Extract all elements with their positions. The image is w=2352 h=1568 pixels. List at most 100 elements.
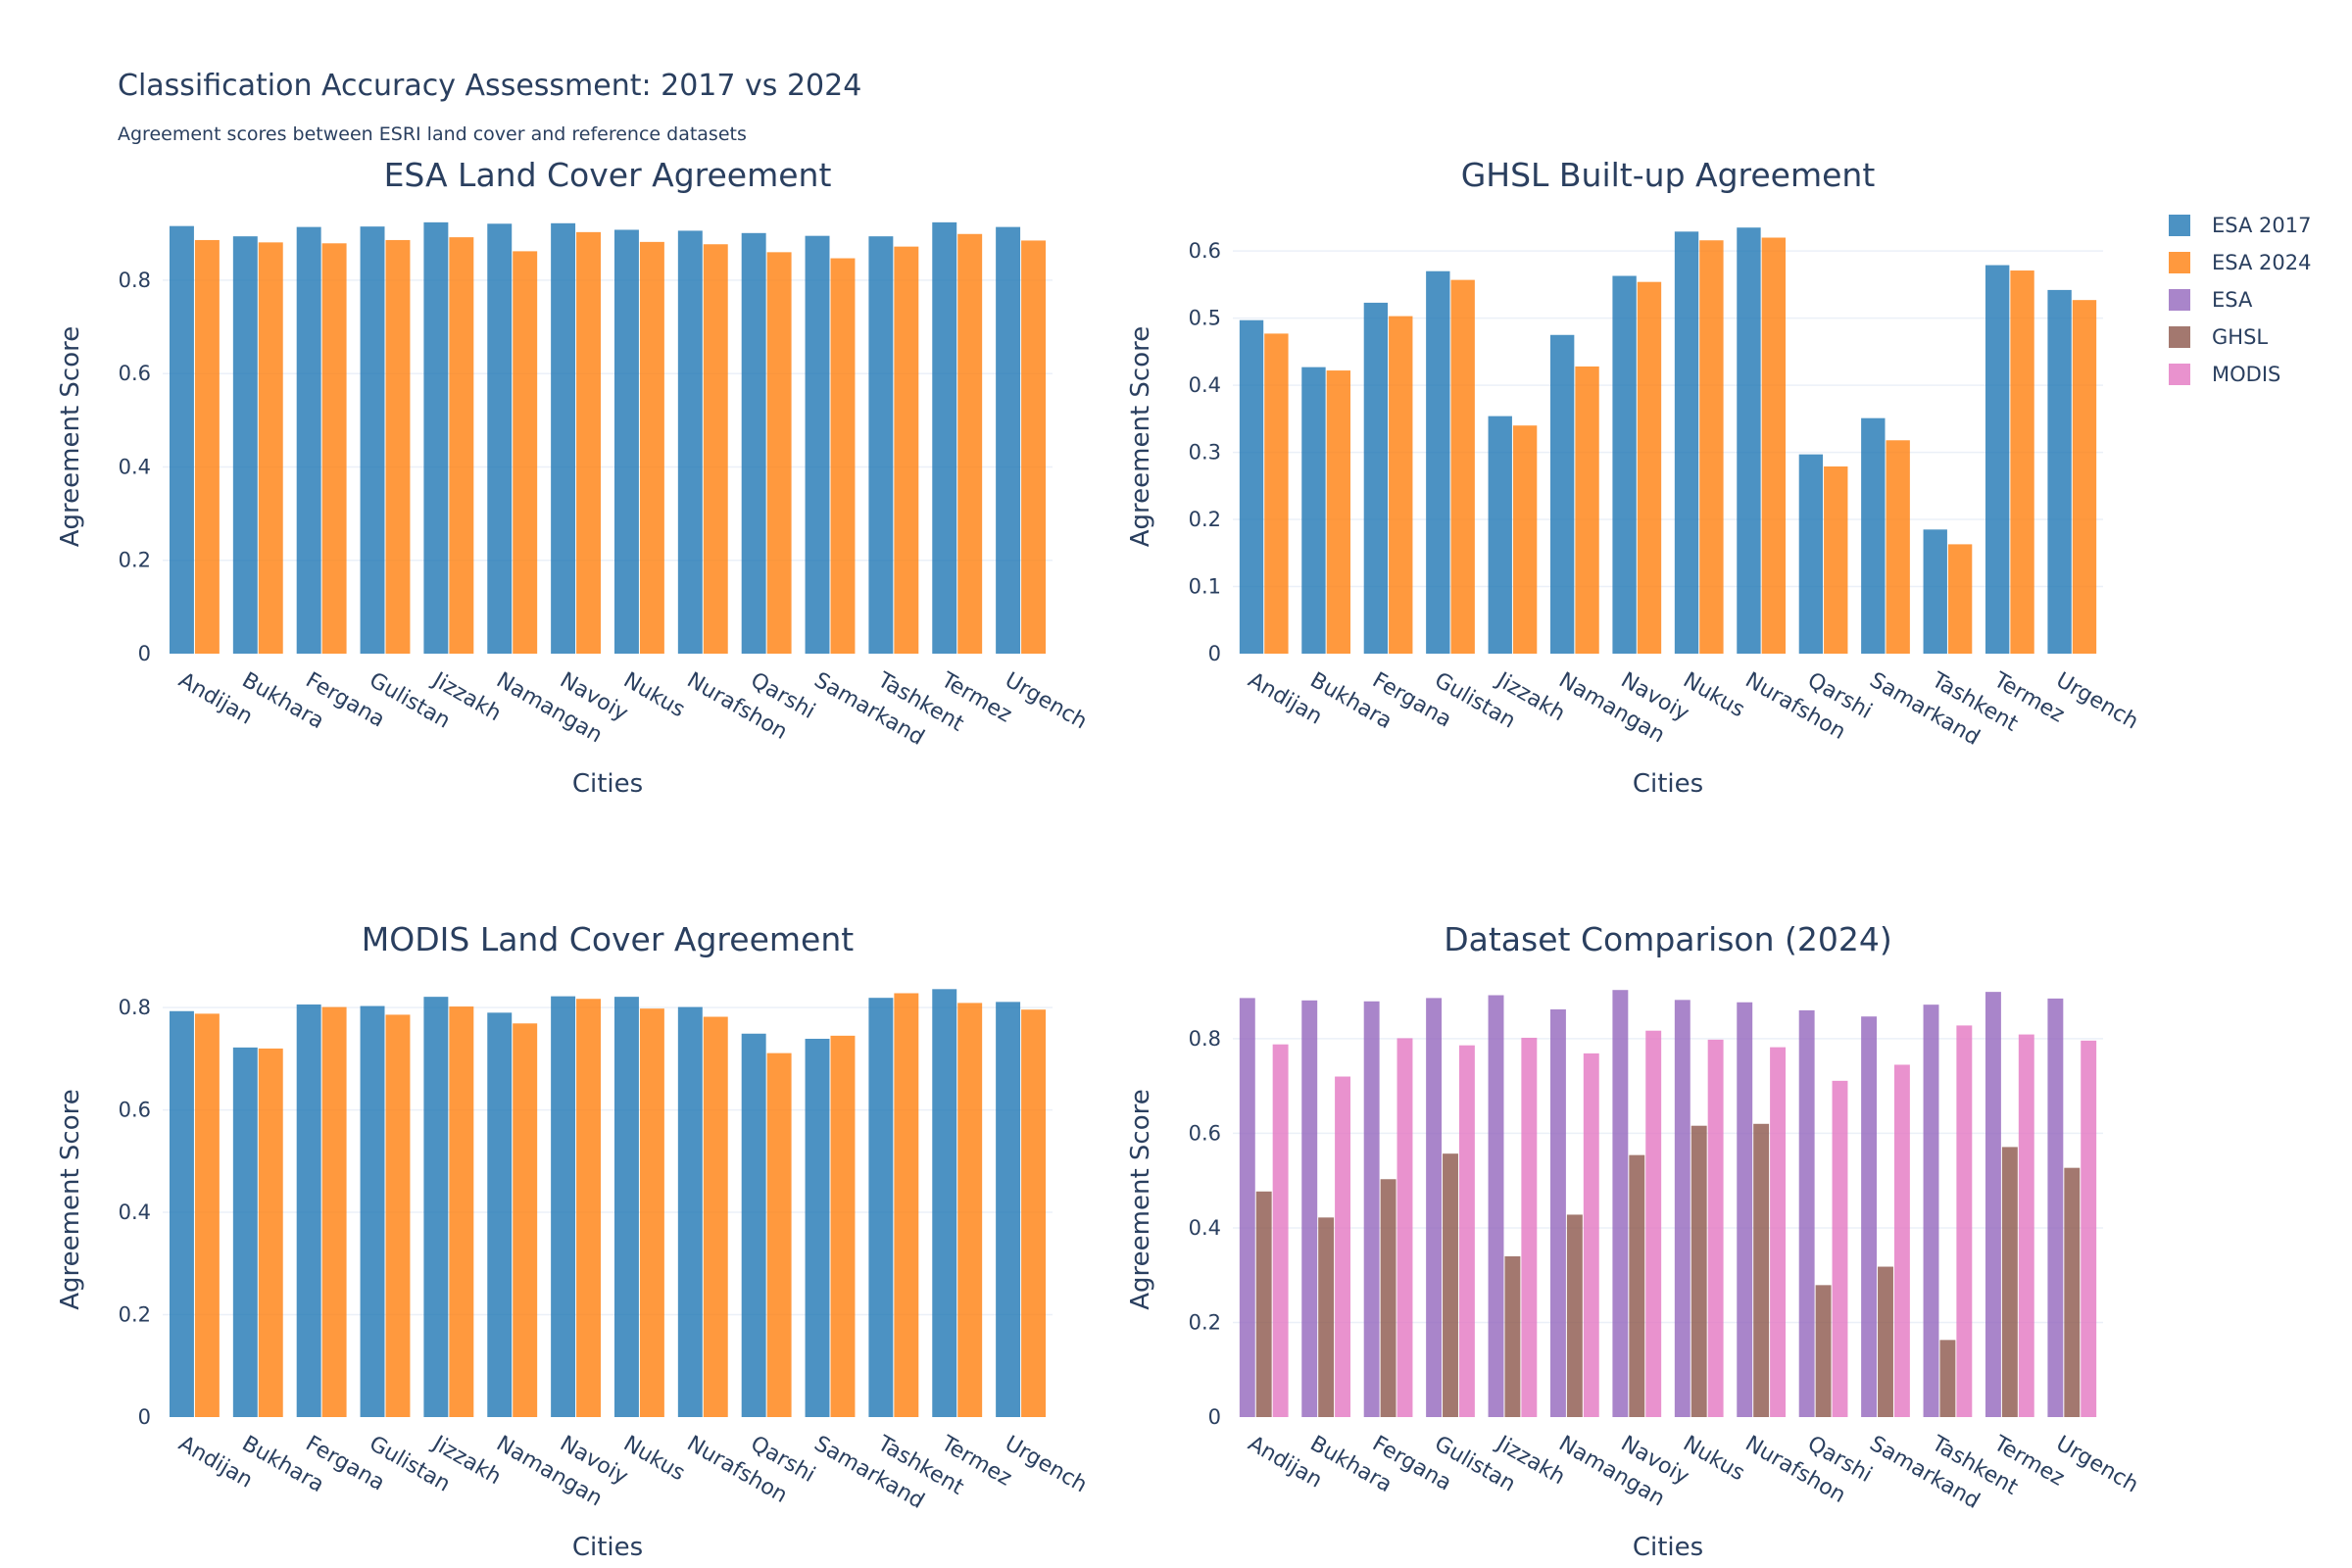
bar-esa-2024 <box>1450 279 1475 654</box>
bar-esa-2017 <box>1363 302 1389 654</box>
y-tick-label: 0.2 <box>119 549 151 572</box>
bar-esa-2024 <box>258 1048 283 1417</box>
bar-esa-2017 <box>423 221 449 654</box>
bar-esa-2017 <box>360 1005 385 1417</box>
legend-swatch <box>2169 364 2190 385</box>
y-tick-label: 0.4 <box>1189 1216 1221 1240</box>
bar-esa-2024 <box>639 1008 664 1417</box>
bar-esa-2024 <box>1389 316 1413 654</box>
bar-ghsl <box>1504 1255 1521 1417</box>
bar-esa <box>1239 998 1255 1417</box>
bar-esa <box>1923 1004 1939 1417</box>
bar-esa <box>2047 998 2064 1417</box>
bar-modis <box>1956 1025 1973 1417</box>
bar-ghsl <box>1255 1191 1272 1417</box>
bar-esa-2024 <box>1761 237 1787 654</box>
y-tick-label: 0.1 <box>1189 575 1221 599</box>
x-axis-title: Cities <box>1633 769 1703 799</box>
bar-esa-2024 <box>639 241 664 655</box>
bar-esa-2024 <box>1699 240 1724 655</box>
bar-esa-2024 <box>1637 281 1662 654</box>
bar-modis <box>1521 1037 1538 1417</box>
legend-swatch <box>2169 215 2190 236</box>
bar-esa-2017 <box>232 236 258 655</box>
bar-ghsl <box>1443 1153 1458 1417</box>
bar-esa <box>1301 1000 1318 1417</box>
y-tick-label: 0.6 <box>119 362 151 385</box>
y-tick-label: 0.4 <box>119 455 151 478</box>
bar-ghsl <box>1753 1123 1770 1417</box>
bar-esa-2017 <box>613 229 639 655</box>
bar-esa <box>1984 992 2001 1417</box>
y-tick-label: 0.4 <box>1189 373 1221 397</box>
bar-ghsl <box>1939 1340 1956 1417</box>
bar-esa-2024 <box>1886 440 1910 654</box>
bar-esa-2017 <box>1798 454 1824 654</box>
bar-esa-2024 <box>449 1006 474 1417</box>
bar-esa-2024 <box>385 1014 411 1417</box>
bar-esa-2024 <box>1326 370 1351 654</box>
chart-panel-3: 00.20.40.60.8AndijanBukharaFerganaGulist… <box>56 920 1091 1562</box>
legend-label: ESA <box>2212 288 2253 312</box>
legend-label: MODIS <box>2212 363 2280 386</box>
y-tick-label: 0.3 <box>1189 441 1221 465</box>
y-tick-label: 0.6 <box>119 1099 151 1122</box>
bar-esa-2017 <box>551 996 576 1417</box>
bar-ghsl <box>2001 1147 2018 1417</box>
bar-esa-2024 <box>766 1053 792 1417</box>
bar-esa-2024 <box>321 1006 347 1417</box>
bar-esa-2017 <box>1549 334 1575 654</box>
x-tick-label: Urgench <box>2052 668 2142 735</box>
x-axis-title: Cities <box>572 1533 643 1562</box>
bar-esa-2017 <box>741 232 766 655</box>
bar-esa <box>1549 1008 1566 1417</box>
legend-swatch <box>2169 289 2190 311</box>
bar-esa-2024 <box>957 233 983 654</box>
bar-esa-2017 <box>1984 265 2010 654</box>
bar-ghsl <box>1380 1179 1396 1417</box>
bar-esa-2017 <box>677 1006 703 1417</box>
bar-esa-2024 <box>194 1013 220 1417</box>
bar-esa-2017 <box>487 1012 513 1417</box>
bar-esa-2017 <box>868 236 894 655</box>
bar-esa-2017 <box>932 989 957 1417</box>
bar-esa-2017 <box>1737 227 1761 655</box>
bar-modis <box>2018 1034 2034 1417</box>
bar-esa <box>1426 998 1443 1417</box>
y-tick-label: 0.6 <box>1189 239 1221 263</box>
bar-esa-2024 <box>894 246 919 654</box>
bar-modis <box>1707 1039 1724 1417</box>
bar-esa-2017 <box>741 1033 766 1417</box>
bar-modis <box>1832 1080 1848 1417</box>
y-tick-label: 0.2 <box>1189 508 1221 531</box>
x-tick-label: Urgench <box>2052 1432 2142 1498</box>
bar-esa-2024 <box>513 251 538 654</box>
bar-esa-2017 <box>996 1002 1021 1417</box>
bar-ghsl <box>1690 1125 1707 1417</box>
bar-esa-2024 <box>321 243 347 654</box>
bar-esa-2017 <box>296 1004 321 1417</box>
bar-esa <box>1861 1016 1878 1417</box>
legend-label: GHSL <box>2212 325 2268 349</box>
x-tick-label: Nukus <box>1679 668 1748 723</box>
bar-ghsl <box>2064 1167 2081 1417</box>
chart-panel-4: 00.20.40.60.8AndijanBukharaFerganaGulist… <box>1126 920 2142 1562</box>
bar-esa-2017 <box>1301 367 1326 654</box>
y-tick-label: 0 <box>1208 642 1221 665</box>
bar-ghsl <box>1318 1217 1335 1417</box>
bar-esa-2017 <box>805 1038 830 1417</box>
bar-esa-2024 <box>1264 333 1289 654</box>
bar-esa-2024 <box>194 239 220 654</box>
x-axis-title: Cities <box>1633 1533 1703 1562</box>
bar-esa-2024 <box>703 244 728 655</box>
bar-esa-2024 <box>957 1003 983 1417</box>
bar-esa-2017 <box>1612 275 1637 654</box>
bar-esa-2017 <box>1239 319 1264 654</box>
bar-esa-2024 <box>385 239 411 654</box>
bar-esa <box>1612 990 1629 1417</box>
chart-panel-1: 00.20.40.60.8AndijanBukharaFerganaGulist… <box>56 156 1091 799</box>
chart-panel-2: 00.10.20.30.40.50.6AndijanBukharaFergana… <box>1126 156 2142 799</box>
bar-esa-2024 <box>513 1023 538 1417</box>
bar-esa-2024 <box>766 252 792 654</box>
